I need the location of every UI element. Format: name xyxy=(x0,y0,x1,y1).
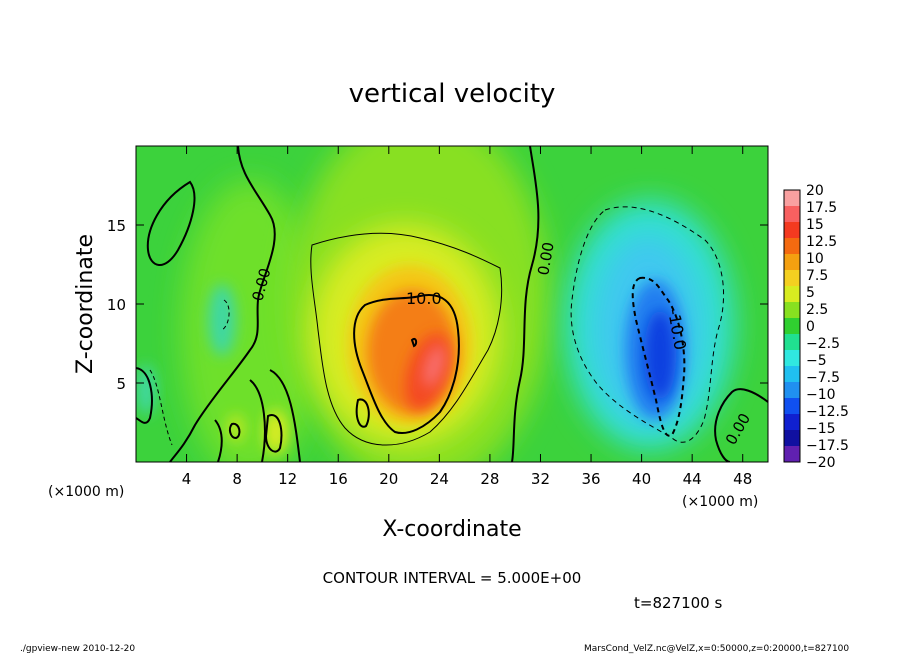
zero-contour-upper-left-loop xyxy=(146,180,196,266)
weak-up-band-left xyxy=(180,180,320,462)
downdraft-core xyxy=(644,310,676,400)
colorbar-label: −7.5 xyxy=(806,370,840,386)
colorbar-label: −20 xyxy=(806,455,836,471)
y-axis-ticks: 5 10 15 xyxy=(107,217,768,393)
y-tick-label: 5 xyxy=(116,375,126,393)
colorbar-swatch xyxy=(784,334,800,351)
colorbar-label: 0 xyxy=(806,319,815,335)
y-tick-label: 15 xyxy=(107,217,126,235)
x-tick-label: 24 xyxy=(430,470,449,488)
contour-lines xyxy=(136,146,768,462)
contour-label-1: 0.00 xyxy=(534,241,558,277)
x-tick-label: 32 xyxy=(531,470,550,488)
colorbar-label: −12.5 xyxy=(806,404,849,420)
neg-five-contour xyxy=(570,206,725,443)
x-unit-left: (×1000 m) xyxy=(48,484,124,500)
updraft-core xyxy=(423,344,445,388)
colorbar-swatch xyxy=(784,446,800,463)
x-tick-label: 28 xyxy=(480,470,499,488)
colorbar-label: −10 xyxy=(806,387,836,403)
zero-contour-right xyxy=(511,146,540,462)
x-tick-label: 16 xyxy=(329,470,348,488)
colorbar-swatch xyxy=(784,206,800,223)
colorbar-label: 12.5 xyxy=(806,234,837,250)
x-tick-label: 8 xyxy=(232,470,242,488)
colorbar-label: 15 xyxy=(806,217,824,233)
chart-title: vertical velocity xyxy=(349,79,556,109)
colorbar-swatch xyxy=(784,398,800,415)
colorbar: 2017.51512.5107.552.50−2.5−5−7.5−10−12.5… xyxy=(783,183,849,471)
contour-interval-text: CONTOUR INTERVAL = 5.000E+00 xyxy=(323,569,582,587)
colorbar-label: −15 xyxy=(806,421,836,437)
colorbar-label: 17.5 xyxy=(806,200,837,216)
zero-contour-bottom-right xyxy=(714,388,768,462)
time-label: t=827100 s xyxy=(634,594,722,612)
small-loop-1 xyxy=(264,414,283,453)
zero-contour-left-edge xyxy=(136,367,153,424)
colorbar-label: 5 xyxy=(806,285,815,301)
colorbar-swatch xyxy=(784,366,800,383)
x-tick-label: 48 xyxy=(733,470,752,488)
left-edge-patch xyxy=(136,365,156,415)
colorbar-swatch xyxy=(784,286,800,303)
colorbar-label: 10 xyxy=(806,251,824,267)
colorbar-label: −5 xyxy=(806,353,827,369)
colorbar-label: 7.5 xyxy=(806,268,828,284)
colorbar-swatch xyxy=(784,190,800,207)
colorbar-swatch xyxy=(784,222,800,239)
wave-lines xyxy=(214,369,301,462)
five-contour xyxy=(310,232,503,446)
colorbar-swatch xyxy=(784,318,800,335)
zero-contour-left xyxy=(169,146,276,462)
x-tick-label: 40 xyxy=(632,470,651,488)
x-unit-right: (×1000 m) xyxy=(682,494,758,510)
colorbar-swatch xyxy=(784,350,800,367)
ten-contour-inner-dot xyxy=(410,337,418,348)
small-loop-2 xyxy=(228,422,241,440)
contour-label-2: 10.0 xyxy=(406,289,442,308)
x-axis-ticks: 4 8 12 16 20 24 28 32 36 40 44 48 xyxy=(182,146,752,488)
y-tick-label: 10 xyxy=(107,296,126,314)
colorbar-swatch xyxy=(784,382,800,399)
footer-right: MarsCond_VelZ.nc@VelZ,x=0:50000,z=0:2000… xyxy=(584,644,849,654)
x-axis-label: X-coordinate xyxy=(382,517,521,542)
y-axis-label: Z-coordinate xyxy=(73,234,98,374)
colorbar-swatch xyxy=(784,254,800,271)
colorbar-frame xyxy=(783,189,801,463)
x-tick-label: 12 xyxy=(278,470,297,488)
x-tick-label: 4 xyxy=(182,470,192,488)
neg-ten-contour xyxy=(631,276,686,437)
x-tick-label: 36 xyxy=(581,470,600,488)
plot-area: 0.00 0.00 10.0 -10.0 0.00 xyxy=(135,145,769,463)
colorbar-label: −17.5 xyxy=(806,438,849,454)
footer-left: ./gpview-new 2010-12-20 xyxy=(20,644,135,654)
x-tick-label: 44 xyxy=(683,470,702,488)
colorbar-swatch xyxy=(784,302,800,319)
left-cyan-patch xyxy=(208,284,236,356)
colorbar-label: −2.5 xyxy=(806,336,840,352)
colorbar-swatch xyxy=(784,238,800,255)
small-loop-3 xyxy=(355,398,370,428)
colorbar-label: 20 xyxy=(806,183,824,199)
ten-contour xyxy=(353,294,460,434)
colorbar-swatch xyxy=(784,270,800,287)
velocity-field xyxy=(136,146,735,462)
colorbar-swatch xyxy=(784,430,800,447)
neg-left-dash xyxy=(149,299,230,446)
x-tick-label: 20 xyxy=(379,470,398,488)
colorbar-label: 2.5 xyxy=(806,302,828,318)
colorbar-swatch xyxy=(784,414,800,431)
